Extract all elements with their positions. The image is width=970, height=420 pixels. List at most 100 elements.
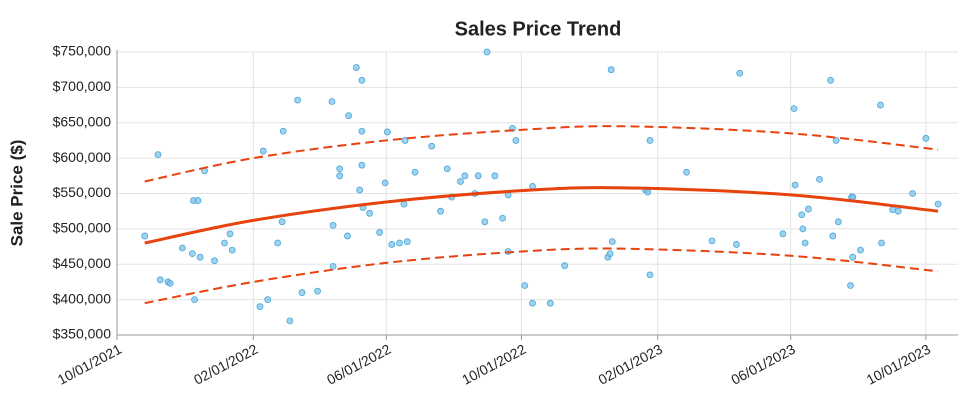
- point: [336, 172, 344, 180]
- point: [403, 238, 411, 246]
- point: [798, 211, 806, 219]
- point: [894, 207, 902, 215]
- x-tick-label: 06/01/2023: [728, 341, 798, 388]
- point: [141, 232, 149, 240]
- point: [256, 303, 264, 311]
- point: [166, 279, 174, 287]
- point: [934, 200, 942, 208]
- point: [228, 246, 236, 254]
- point: [314, 287, 321, 295]
- point: [529, 299, 536, 307]
- point: [352, 64, 360, 71]
- x-tick-label: 02/01/2023: [595, 341, 665, 388]
- point: [396, 239, 403, 247]
- point: [345, 112, 352, 120]
- point: [443, 165, 451, 173]
- y-tick-label: $400,000: [53, 290, 112, 306]
- point: [646, 137, 654, 144]
- point: [732, 241, 740, 248]
- point: [829, 232, 837, 240]
- point: [344, 232, 351, 240]
- point: [827, 76, 834, 84]
- point: [294, 96, 302, 104]
- band-line: [144, 247, 939, 305]
- point: [461, 172, 469, 180]
- point: [358, 127, 366, 135]
- point: [178, 244, 186, 252]
- point: [381, 179, 389, 187]
- point: [457, 178, 464, 185]
- point: [286, 317, 294, 325]
- x-tick-label: 10/01/2022: [459, 341, 529, 388]
- point: [481, 218, 489, 226]
- point: [154, 151, 162, 158]
- point: [274, 239, 282, 247]
- chart-title: Sales Price Trend: [455, 18, 622, 40]
- point: [156, 276, 164, 284]
- point: [336, 165, 344, 173]
- point: [790, 105, 798, 112]
- point: [329, 262, 337, 270]
- point: [196, 253, 204, 261]
- x-tick-label: 06/01/2022: [324, 341, 394, 388]
- point: [849, 253, 857, 261]
- point: [832, 137, 840, 144]
- point: [889, 206, 897, 214]
- point: [328, 98, 336, 105]
- point: [644, 188, 652, 196]
- point: [922, 134, 930, 142]
- point: [546, 299, 554, 307]
- point: [521, 282, 529, 289]
- point: [849, 193, 857, 201]
- band-line: [144, 125, 939, 183]
- y-axis-title: Sale Price ($): [7, 140, 26, 247]
- point: [279, 127, 287, 135]
- point: [356, 186, 364, 194]
- point: [428, 142, 436, 150]
- marks: [141, 48, 942, 325]
- point: [499, 214, 506, 222]
- point: [383, 128, 391, 136]
- point: [816, 175, 823, 183]
- point: [561, 262, 569, 270]
- point: [437, 207, 444, 215]
- point: [358, 76, 366, 84]
- point: [411, 168, 419, 176]
- y-tick-label: $600,000: [53, 149, 112, 165]
- point: [400, 200, 408, 208]
- point: [805, 205, 812, 213]
- point: [607, 66, 615, 74]
- point: [221, 239, 228, 247]
- point: [188, 250, 196, 258]
- point: [211, 257, 218, 265]
- point: [801, 239, 809, 247]
- x-tick-label: 10/01/2021: [55, 341, 125, 388]
- point: [388, 241, 396, 248]
- point: [483, 48, 491, 56]
- point: [857, 246, 864, 254]
- y-tick-label: $700,000: [53, 78, 112, 94]
- point: [909, 190, 916, 197]
- point: [791, 181, 799, 189]
- x-tick-label: 10/01/2023: [864, 341, 934, 388]
- trend-line: [144, 186, 939, 245]
- y-tick-label: $350,000: [53, 326, 112, 342]
- y-tick-label: $550,000: [53, 184, 112, 200]
- y-tick-label: $750,000: [53, 43, 112, 59]
- y-tick-label: $500,000: [53, 220, 112, 236]
- y-tick-label: $650,000: [53, 113, 112, 129]
- point: [474, 172, 482, 180]
- point: [401, 137, 409, 144]
- point: [191, 296, 198, 304]
- point: [683, 168, 690, 176]
- point: [606, 250, 614, 258]
- point: [512, 137, 520, 144]
- point: [298, 289, 306, 296]
- point: [736, 69, 744, 77]
- point: [264, 296, 272, 304]
- point: [646, 271, 654, 279]
- point: [358, 161, 366, 169]
- point: [608, 238, 616, 246]
- point: [259, 147, 267, 155]
